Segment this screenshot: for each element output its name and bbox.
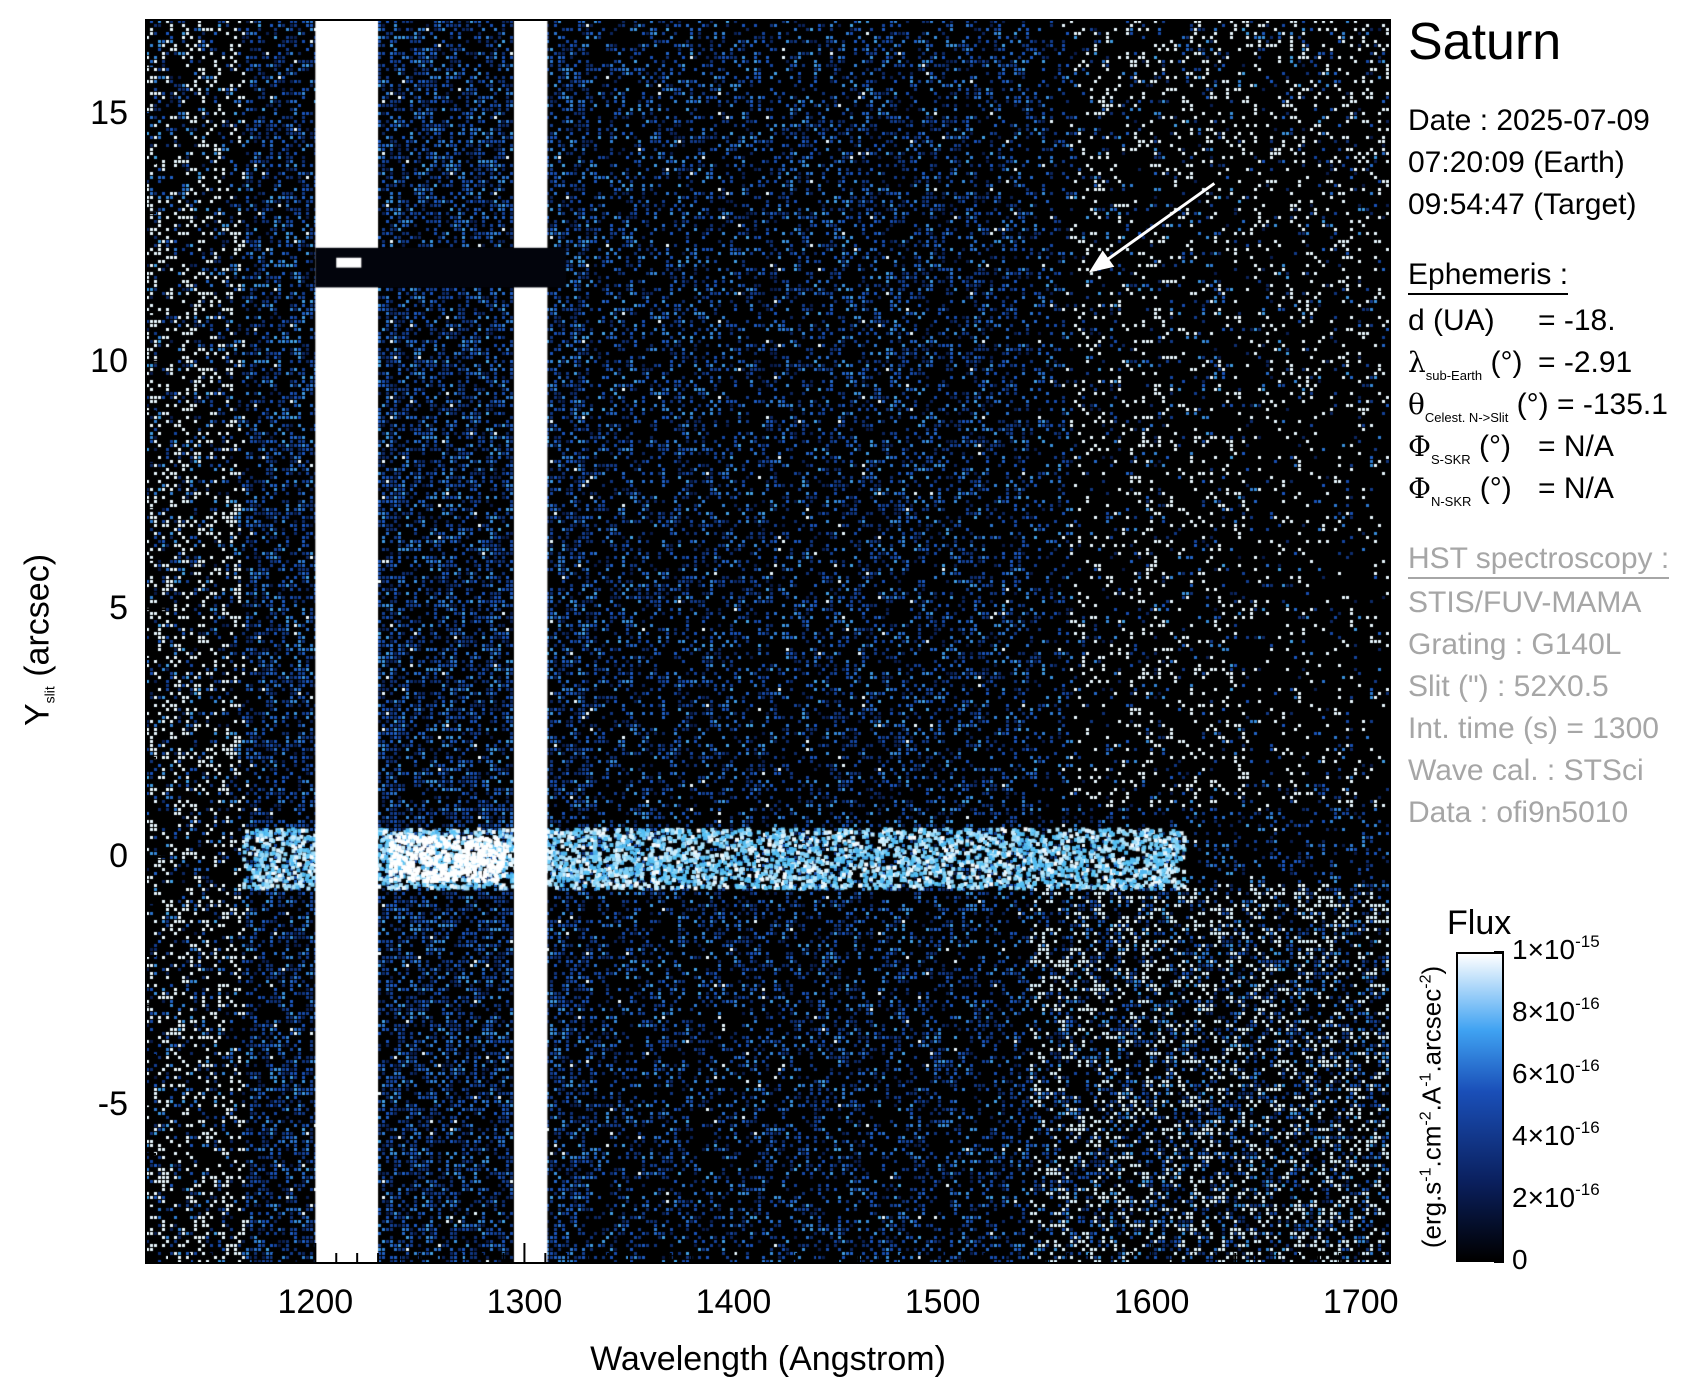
phi-n-row: ΦN-SKR (°) = N/A bbox=[1408, 472, 1614, 509]
data-id-line: Data : ofi9n5010 bbox=[1408, 796, 1629, 829]
theta-sub: Celest. N->Slit bbox=[1424, 410, 1509, 425]
x-tick-label: 1700 bbox=[1322, 1283, 1399, 1321]
colorbar-tick-label: 0 bbox=[1512, 1244, 1528, 1275]
y-axis-title: Yslit (arcsec) bbox=[19, 554, 58, 726]
date-line: Date : 2025-07-09 bbox=[1408, 104, 1650, 137]
phi-s-unit: (°) bbox=[1479, 430, 1512, 463]
colorbar-title: Flux bbox=[1447, 904, 1512, 942]
int-time-line: Int. time (s) = 1300 bbox=[1408, 712, 1659, 745]
colorbar bbox=[1456, 952, 1504, 1262]
time-earth: 07:20:09 (Earth) bbox=[1408, 146, 1625, 179]
colorbar-tick-label: 4×10-16 bbox=[1512, 1118, 1600, 1151]
wave-cal-line: Wave cal. : STSci bbox=[1408, 754, 1644, 787]
theta-row: θCelest. N->Slit (°) = -135.1 bbox=[1408, 388, 1668, 425]
theta-symbol: θ bbox=[1408, 388, 1425, 421]
y-axis-title-unit: (arcsec) bbox=[18, 553, 57, 677]
x-tick-label: 1600 bbox=[1113, 1283, 1190, 1321]
lambda-symbol: λ bbox=[1408, 346, 1426, 379]
phi-symbol: Φ bbox=[1408, 472, 1431, 505]
grating-line: Grating : G140L bbox=[1408, 628, 1622, 661]
lambda-unit: (°) bbox=[1490, 346, 1523, 379]
phi-s-sub: S-SKR bbox=[1430, 452, 1471, 467]
lambda-row: λsub-Earth (°) = -2.91 bbox=[1408, 346, 1632, 383]
phi-n-sub: N-SKR bbox=[1430, 494, 1472, 509]
y-axis-title-sub: slit bbox=[41, 686, 58, 704]
phi-symbol: Φ bbox=[1408, 430, 1431, 463]
theta-unit: (°) bbox=[1516, 388, 1549, 421]
y-tick-label: 5 bbox=[109, 589, 128, 628]
distance-label: d (UA) bbox=[1408, 304, 1495, 337]
target-name: Saturn bbox=[1408, 13, 1562, 71]
colorbar-tick-label: 1×10-15 bbox=[1512, 932, 1600, 965]
ephemeris-heading: Ephemeris : bbox=[1408, 258, 1569, 295]
y-tick-label: -5 bbox=[97, 1084, 128, 1123]
x-tick-label: 1500 bbox=[904, 1283, 981, 1321]
y-axis-title-main: Y bbox=[18, 703, 57, 727]
lambda-sub: sub-Earth bbox=[1425, 368, 1483, 383]
x-tick-label: 1300 bbox=[486, 1283, 563, 1321]
x-tick-label: 1200 bbox=[277, 1283, 354, 1321]
spectrum-heatmap bbox=[146, 20, 1390, 1263]
detector-line: STIS/FUV-MAMA bbox=[1408, 586, 1642, 619]
phi-s-row: ΦS-SKR (°) = N/A bbox=[1408, 430, 1614, 467]
colorbar-tick-label: 2×10-16 bbox=[1512, 1180, 1600, 1213]
distance-row: d (UA) = -18. bbox=[1408, 304, 1616, 338]
colorbar-tick-label: 8×10-16 bbox=[1512, 994, 1600, 1027]
x-axis-title: Wavelength (Angstrom) bbox=[590, 1340, 946, 1378]
y-tick-label: 0 bbox=[109, 836, 128, 875]
phi-n-unit: (°) bbox=[1479, 472, 1512, 505]
slit-line: Slit (") : 52X0.5 bbox=[1408, 670, 1609, 703]
phi-n-value: = N/A bbox=[1538, 472, 1614, 505]
colorbar-unit: (erg.s-1.cm-2.A-1.arcsec-2) bbox=[1416, 965, 1447, 1249]
y-tick-label: 10 bbox=[90, 341, 128, 380]
distance-value: = -18. bbox=[1538, 304, 1616, 337]
colorbar-tick-label: 6×10-16 bbox=[1512, 1056, 1600, 1089]
theta-value: = -135.1 bbox=[1556, 388, 1668, 421]
y-tick-label: 15 bbox=[90, 94, 128, 133]
phi-s-value: = N/A bbox=[1538, 430, 1614, 463]
instrument-heading: HST spectroscopy : bbox=[1408, 542, 1670, 579]
lambda-value: = -2.91 bbox=[1538, 346, 1633, 379]
time-target: 09:54:47 (Target) bbox=[1408, 188, 1637, 221]
spectrum-image bbox=[146, 20, 1390, 1263]
x-tick-label: 1400 bbox=[695, 1283, 772, 1321]
